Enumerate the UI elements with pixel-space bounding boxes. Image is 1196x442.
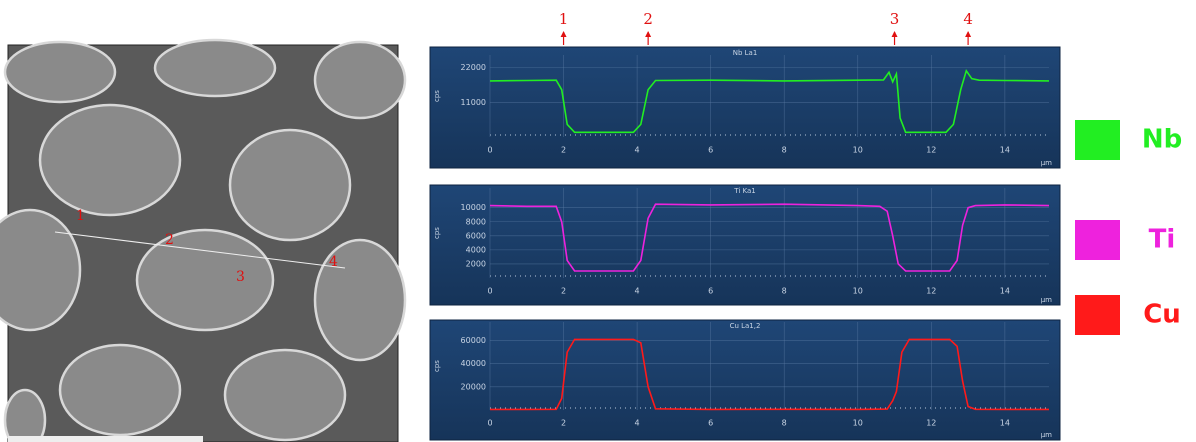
x-tick-label: 4 bbox=[635, 419, 640, 428]
annotation-arrowhead bbox=[561, 31, 567, 37]
x-tick-label: 2 bbox=[561, 287, 566, 296]
figure: 1 2 3 4 Nb La1cpsµm110002200002468101214… bbox=[0, 0, 1196, 442]
chart-title: Nb La1 bbox=[733, 49, 758, 57]
y-tick-label: 20000 bbox=[461, 382, 486, 391]
chart-title: Ti Ka1 bbox=[733, 187, 755, 195]
y-tick-label: 4000 bbox=[466, 245, 486, 254]
x-tick-label: 6 bbox=[708, 419, 713, 428]
annotation-arrowhead bbox=[965, 31, 971, 37]
micrograph: 1 2 3 4 bbox=[0, 40, 405, 442]
panel bbox=[430, 47, 1060, 168]
panel bbox=[430, 185, 1060, 305]
x-tick-label: 10 bbox=[853, 146, 863, 155]
legend-swatch bbox=[1075, 295, 1120, 335]
point-label: 2 bbox=[165, 232, 174, 248]
y-tick-label: 8000 bbox=[466, 217, 486, 226]
x-tick-label: 0 bbox=[487, 146, 492, 155]
annotation-label: 2 bbox=[643, 10, 653, 28]
legend-label: Nb bbox=[1142, 125, 1182, 155]
x-tick-label: 12 bbox=[926, 146, 936, 155]
legend-label: Ti bbox=[1149, 225, 1176, 255]
y-axis-label: cps bbox=[433, 360, 441, 372]
y-tick-label: 22000 bbox=[461, 63, 486, 72]
x-tick-label: 2 bbox=[561, 146, 566, 155]
x-tick-label: 6 bbox=[708, 287, 713, 296]
x-tick-label: 14 bbox=[1000, 419, 1010, 428]
x-axis-label: µm bbox=[1041, 431, 1052, 439]
x-tick-label: 0 bbox=[487, 419, 492, 428]
x-tick-label: 8 bbox=[782, 146, 787, 155]
x-tick-label: 2 bbox=[561, 419, 566, 428]
point-label: 1 bbox=[76, 208, 85, 224]
x-tick-label: 14 bbox=[1000, 146, 1010, 155]
annotation-arrowhead bbox=[645, 31, 651, 37]
y-tick-label: 2000 bbox=[466, 259, 486, 268]
legend-swatch bbox=[1075, 120, 1120, 160]
x-axis-label: µm bbox=[1041, 296, 1052, 304]
legend-label: Cu bbox=[1143, 300, 1181, 330]
page: 1 2 3 4 Nb La1cpsµm110002200002468101214… bbox=[0, 0, 1196, 442]
x-tick-label: 12 bbox=[926, 419, 936, 428]
panel bbox=[430, 320, 1060, 440]
x-tick-label: 8 bbox=[782, 287, 787, 296]
x-tick-label: 4 bbox=[635, 146, 640, 155]
y-tick-label: 11000 bbox=[461, 98, 486, 107]
x-tick-label: 12 bbox=[926, 287, 936, 296]
legend-swatch bbox=[1075, 220, 1120, 260]
x-tick-label: 10 bbox=[853, 419, 863, 428]
y-axis-label: cps bbox=[433, 227, 441, 239]
annotation-label: 3 bbox=[890, 10, 900, 28]
x-tick-label: 0 bbox=[487, 287, 492, 296]
annotation-arrowhead bbox=[892, 31, 898, 37]
x-tick-label: 8 bbox=[782, 419, 787, 428]
point-label: 3 bbox=[236, 269, 245, 285]
x-tick-label: 10 bbox=[853, 287, 863, 296]
chart-title: Cu La1,2 bbox=[730, 322, 761, 330]
x-axis-label: µm bbox=[1041, 159, 1052, 167]
annotation-label: 1 bbox=[559, 10, 569, 28]
y-tick-label: 40000 bbox=[461, 359, 486, 368]
y-tick-label: 10000 bbox=[461, 203, 486, 212]
y-tick-label: 6000 bbox=[466, 231, 486, 240]
scale-strip bbox=[8, 436, 203, 442]
x-tick-label: 4 bbox=[635, 287, 640, 296]
y-axis-label: cps bbox=[433, 90, 441, 102]
y-tick-label: 60000 bbox=[461, 336, 486, 345]
x-tick-label: 6 bbox=[708, 146, 713, 155]
point-label: 4 bbox=[329, 254, 338, 270]
annotation-label: 4 bbox=[963, 10, 973, 28]
x-tick-label: 14 bbox=[1000, 287, 1010, 296]
